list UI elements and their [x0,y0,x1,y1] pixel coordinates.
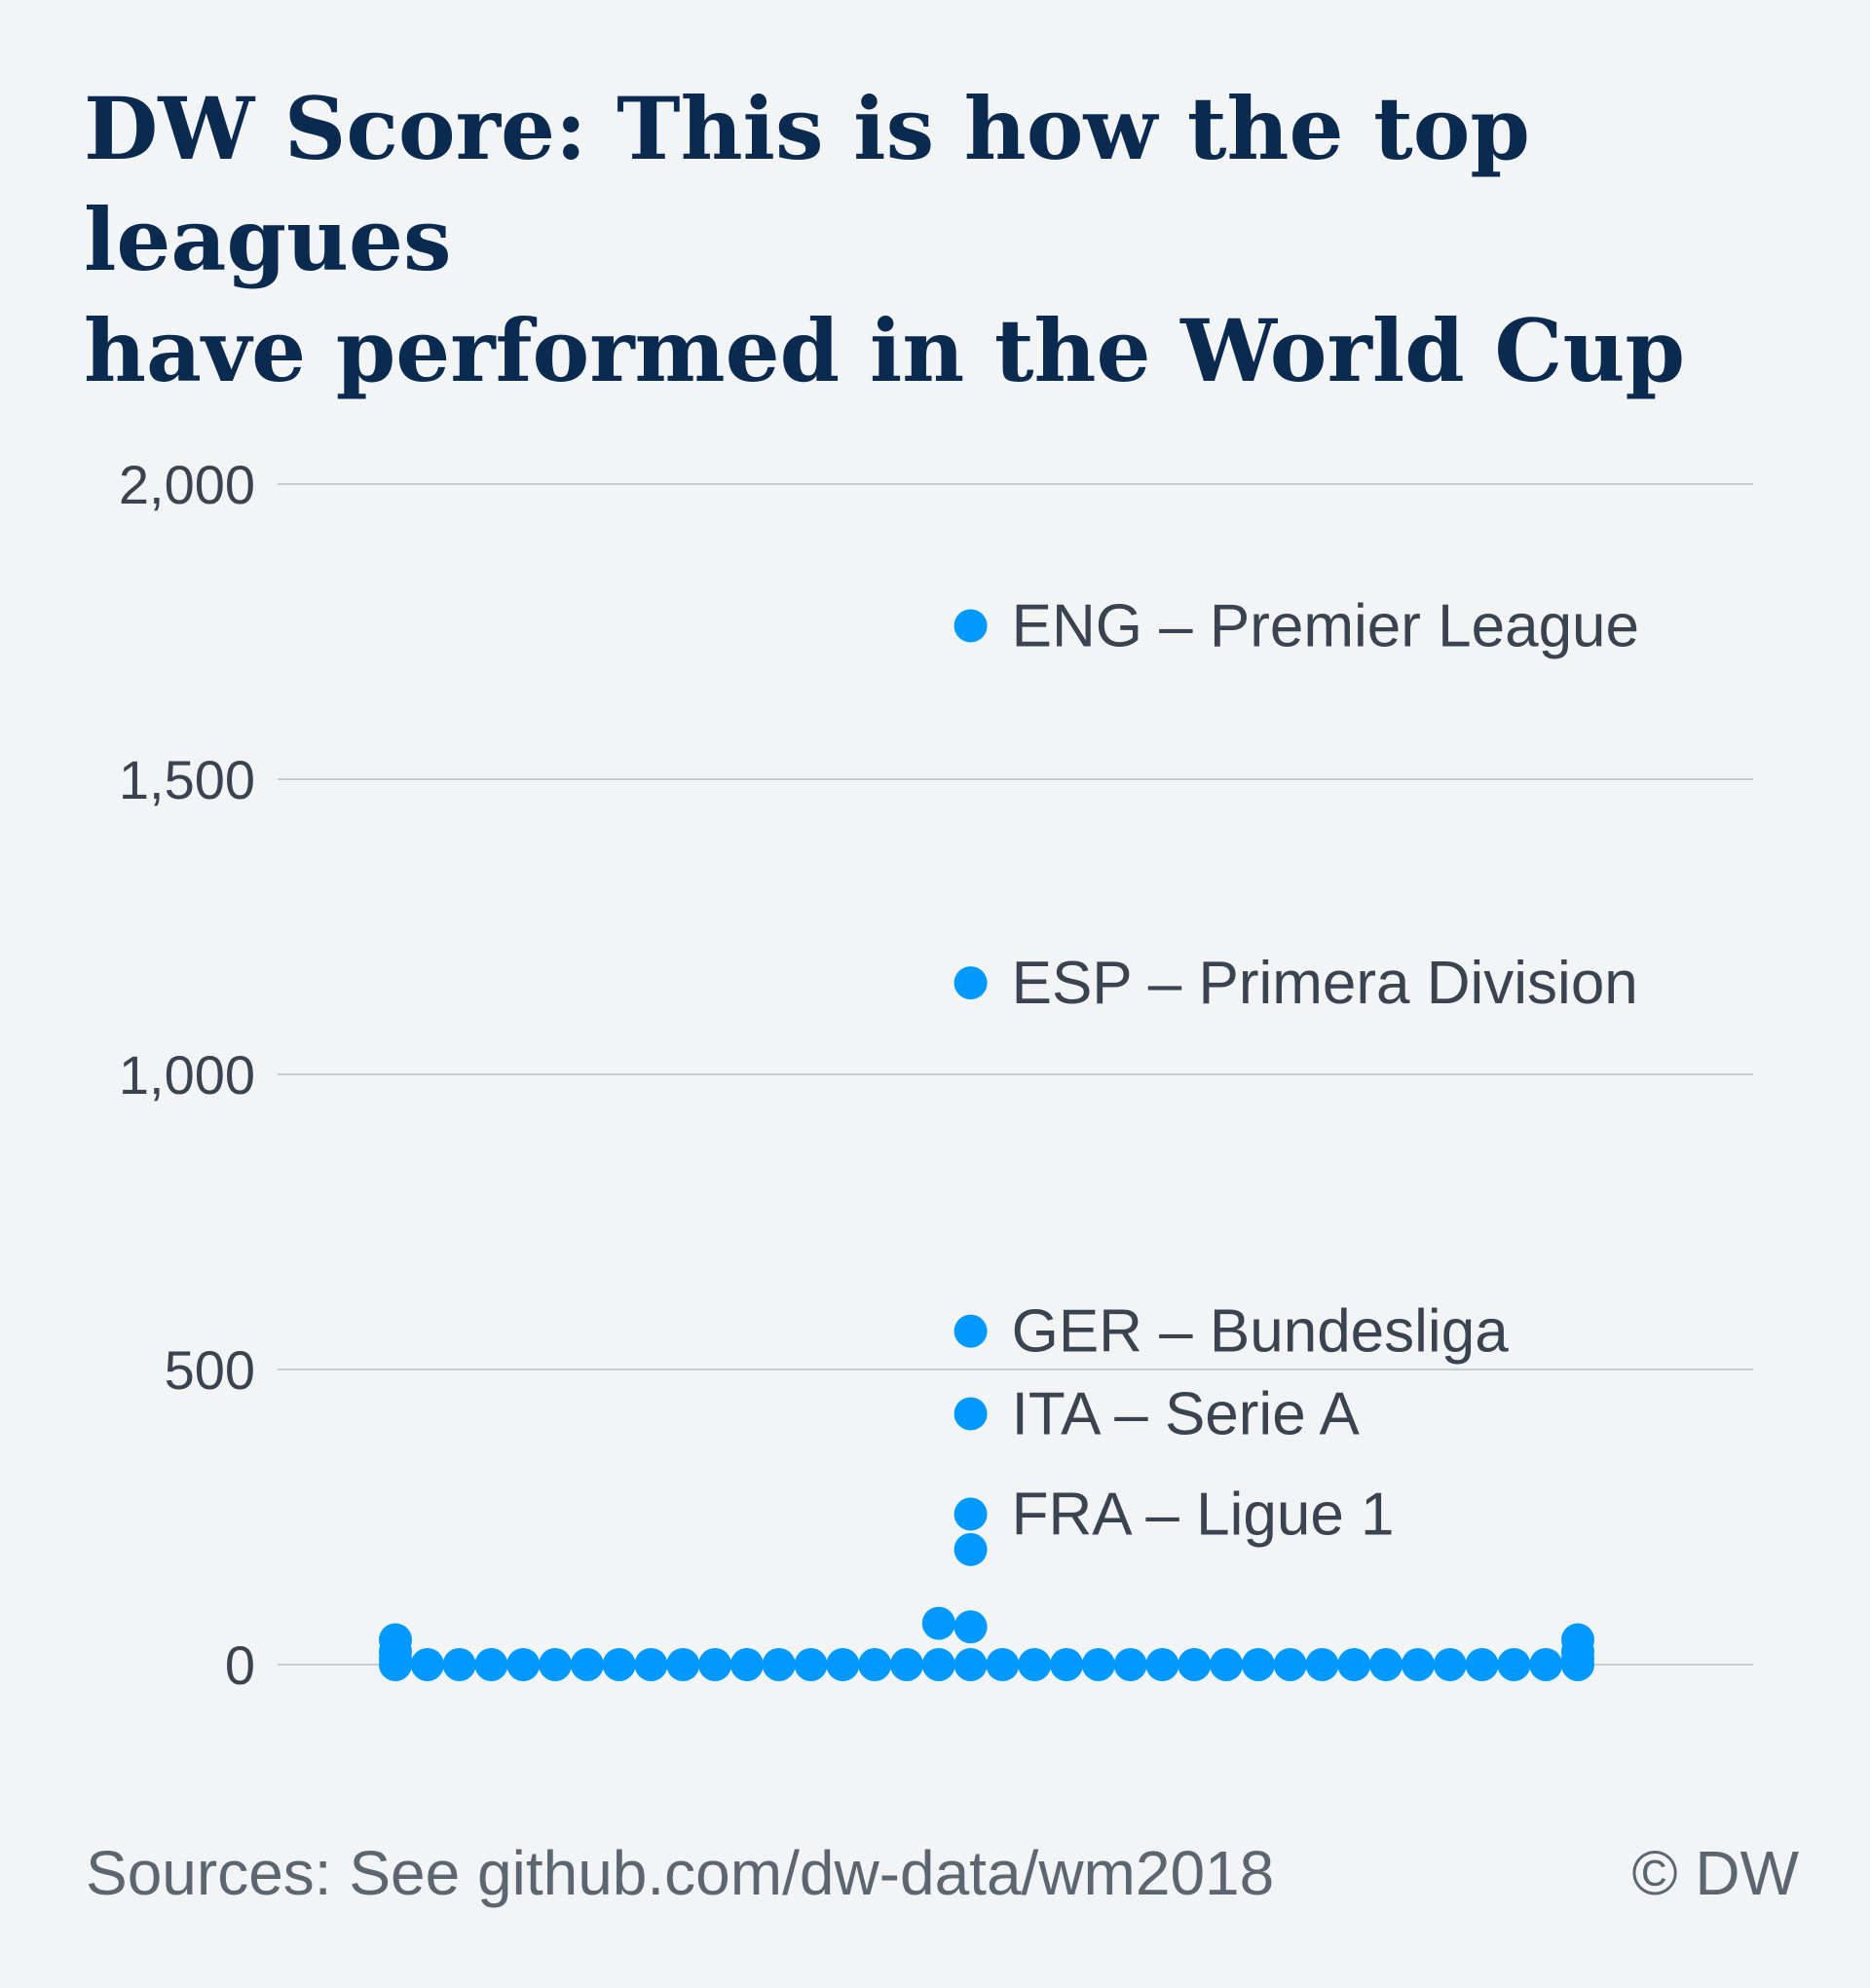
data-point-34 [1113,1648,1147,1681]
data-point-5 [442,1648,476,1681]
data-point-22 [954,1648,988,1681]
data-point-21 [921,1606,955,1640]
data-point-37 [1210,1648,1244,1681]
credit-note: © DW [1631,1838,1799,1908]
data-point-51 [1561,1623,1594,1657]
y-tick-label: 500 [165,1339,255,1401]
data-point-42 [1369,1648,1403,1681]
data-point-46 [1497,1648,1531,1681]
data-point-4 [410,1648,444,1681]
data-point-32 [1050,1648,1084,1681]
data-point-7 [506,1648,541,1681]
data-point-29 [954,609,988,643]
annotation-label: ESP – Primera Division [1012,950,1638,1017]
data-point-44 [1433,1648,1467,1681]
data-point-20 [921,1648,955,1681]
data-point-38 [1241,1648,1275,1681]
y-tick-label: 2,000 [119,454,255,515]
data-point-11 [634,1648,668,1681]
data-point-36 [1178,1648,1212,1681]
data-point-18 [858,1648,892,1681]
data-point-24 [954,1532,988,1566]
data-point-25 [954,1497,988,1531]
y-tick-label: 1,500 [119,749,255,810]
data-point-27 [954,1314,988,1348]
data-point-17 [826,1648,860,1681]
data-point-10 [602,1648,636,1681]
data-point-15 [762,1648,796,1681]
data-point-31 [1018,1648,1052,1681]
data-point-12 [666,1648,700,1681]
data-points [379,609,1594,1681]
data-point-16 [794,1648,828,1681]
data-point-13 [698,1648,732,1681]
data-point-35 [1145,1648,1179,1681]
annotation-label: FRA – Ligue 1 [1012,1481,1395,1548]
data-point-6 [474,1648,508,1681]
data-point-41 [1337,1648,1371,1681]
data-point-19 [889,1648,923,1681]
chart-title: DW Score: This is how the top leagues ha… [84,73,1817,406]
annotations: ENG – Premier League ESP – Primera Divisi… [1012,592,1639,1548]
source-note: Sources: See github.com/dw-data/wm2018 [86,1838,1275,1908]
data-point-14 [729,1648,764,1681]
data-point-40 [1305,1648,1339,1681]
annotation-label: GER – Bundesliga [1012,1298,1510,1366]
y-tick-label: 0 [225,1634,255,1696]
y-tick-label: 1,000 [119,1044,255,1106]
chart-title-line-1: DW Score: This is how the top leagues [84,78,1530,290]
data-point-30 [986,1648,1020,1681]
data-point-23 [954,1610,988,1644]
data-point-8 [539,1648,573,1681]
annotation-label: ITA – Serie A [1012,1380,1361,1447]
data-point-39 [1273,1648,1307,1681]
data-point-45 [1465,1648,1499,1681]
y-axis-ticks: 0 500 1,000 1,500 2,000 [119,454,255,1696]
data-point-33 [1081,1648,1115,1681]
chart-title-line-2: have performed in the World Cup [84,300,1685,401]
data-point-3 [379,1623,412,1657]
data-point-26 [954,1397,988,1431]
data-point-28 [954,966,988,1000]
data-point-9 [570,1648,604,1681]
data-point-47 [1529,1648,1563,1681]
annotation-label: ENG – Premier League [1012,592,1639,659]
data-point-43 [1401,1648,1435,1681]
